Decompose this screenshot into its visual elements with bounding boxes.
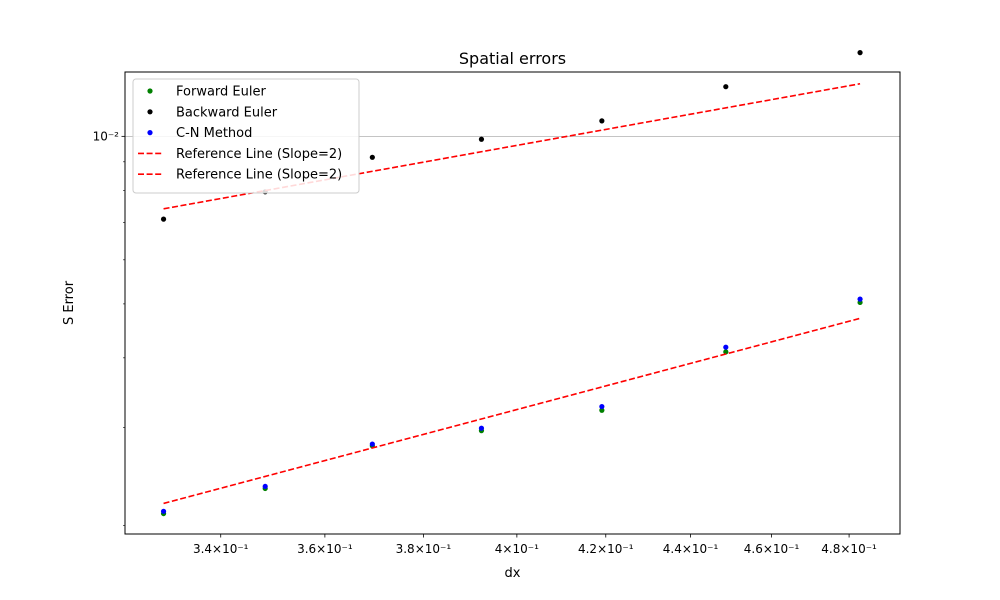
legend-box [132,78,360,194]
data-point [723,349,729,355]
x-tick-label: 4×10⁻¹ [495,542,539,556]
legend-entry-label: C-N Method [176,126,252,141]
data-point [369,441,375,447]
data-point [160,216,167,222]
legend-marker-swatch [147,88,153,94]
data-point [599,403,605,410]
data-point [857,50,863,56]
legend-marker-swatch [147,130,153,136]
legend: Forward Euler Backward Euler C-N Method Ref… [132,78,360,194]
x-tick-label: 3.8×10⁻¹ [396,542,452,556]
data-point [160,508,167,514]
data-point [369,154,375,160]
data-point [599,407,605,413]
legend-entry-label: Reference Line (Slope=2) [176,168,342,183]
x-tick-label: 3.6×10⁻¹ [297,542,353,556]
y-tick-label: 10⁻² [93,129,120,143]
data-point [599,118,605,124]
x-tick-label: 4.4×10⁻¹ [663,542,719,556]
data-point [723,84,729,90]
reference-line [163,82,861,210]
plot-frame [124,71,901,535]
legend-entry-label: Reference Line (Slope=2) [176,147,342,162]
x-tick-label: 4.8×10⁻¹ [821,542,877,556]
data-point [478,425,485,431]
data-point [857,296,863,302]
x-tick-label: 3.4×10⁻¹ [193,542,249,556]
y-axis-label: S Error [62,280,77,325]
legend-marker-swatch [147,109,153,115]
data-point [262,483,268,490]
x-axis-label: dx [505,566,521,581]
data-point [478,136,485,142]
data-point [723,344,729,350]
chart-title: Spatial errors [459,49,566,68]
reference-line [163,317,861,505]
x-tick-label: 4.6×10⁻¹ [744,542,800,556]
legend-entry-label: Backward Euler [176,105,278,120]
legend-entry-label: Forward Euler [176,85,266,100]
ticks-layer: 10⁻² 3.4×10⁻¹ 3.6×10⁻¹ 3.8×10⁻¹ 4×10⁻¹ 4.2×10… [93,129,877,556]
x-tick-label: 4.2×10⁻¹ [578,542,634,556]
series-layer [160,50,863,517]
